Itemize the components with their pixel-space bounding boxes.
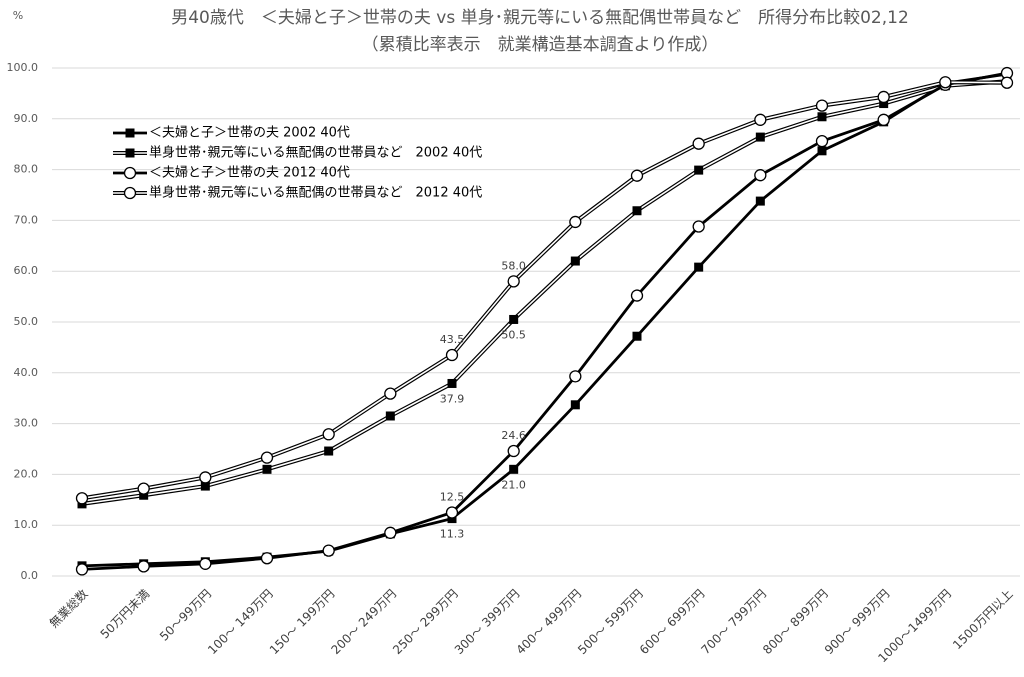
series [75,76,1014,505]
marker [877,113,890,126]
marker [139,490,149,500]
marker [322,544,335,557]
marker [817,146,827,156]
data-label: 58.0 [501,259,526,272]
marker [755,132,765,142]
marker [815,99,829,112]
marker [570,256,580,266]
marker [570,400,580,410]
marker [447,378,457,388]
legend-label: 単身世帯･親元等にいる無配偶の世帯員など 2002 40代 [149,145,482,161]
marker [569,215,582,229]
marker [692,137,705,150]
y-tick-label: 0.0 [21,569,39,582]
marker [632,206,642,216]
legend-marker [125,148,135,158]
marker [324,446,334,456]
y-tick-label: 70.0 [14,213,39,226]
data-label: 11.3 [440,528,465,541]
marker [754,113,767,126]
marker [630,169,644,182]
y-tick-label: 60.0 [14,264,39,277]
marker [509,314,519,324]
marker [322,428,335,441]
marker [199,557,212,570]
y-tick-label: 40.0 [14,366,39,379]
marker [507,444,520,458]
marker [445,348,459,362]
marker [200,481,210,491]
marker [632,331,642,341]
marker [137,482,150,495]
marker [507,275,520,288]
y-axis-label: % [13,9,23,22]
marker [755,196,765,206]
marker [262,464,272,474]
marker [385,411,395,421]
legend-label: ＜夫婦と子＞世帯の夫 2002 40代 [149,125,350,141]
marker [75,563,89,576]
line-inner [81,80,1008,505]
marker [260,451,274,464]
y-tick-label: 100.0 [7,61,39,74]
marker [694,165,704,175]
data-label: 12.5 [440,491,465,504]
chart-subtitle: （累積比率表示 就業構造基本調査より作成） [362,35,719,55]
marker [260,552,274,565]
line-inner [81,81,1008,500]
data-label: 37.9 [440,392,465,405]
marker [1000,76,1014,89]
marker [877,90,890,104]
marker [817,112,827,122]
marker [199,471,212,484]
marker [939,76,952,89]
marker [75,492,89,505]
marker [815,135,829,148]
marker [569,370,582,383]
legend-label: ＜夫婦と子＞世帯の夫 2012 40代 [149,165,350,181]
series [77,76,1012,509]
y-tick-label: 20.0 [14,467,39,480]
marker [445,506,459,519]
y-tick-label: 50.0 [14,315,39,328]
chart-title: 男40歳代 ＜夫婦と子＞世帯の夫 vs 単身･親元等にいる無配偶世帯員など 所得… [171,8,909,28]
marker [384,387,397,400]
y-tick-label: 10.0 [14,518,39,531]
data-label: 21.0 [501,478,526,491]
data-label: 24.6 [501,429,526,442]
data-label: 43.5 [440,333,465,346]
marker [137,560,150,573]
y-tick-label: 80.0 [14,163,39,176]
marker [384,526,397,539]
marker [879,99,889,109]
y-tick-label: 90.0 [14,112,39,125]
y-tick-label: 30.0 [14,417,39,430]
legend-marker [123,166,137,180]
line [81,71,1008,571]
line [81,72,1008,568]
legend-label: 単身世帯･親元等にいる無配偶の世帯員など 2012 40代 [149,185,482,201]
marker [754,169,767,182]
legend-marker [123,186,137,200]
marker [692,220,705,233]
marker [694,262,704,272]
marker [630,289,644,302]
data-label: 50.5 [501,328,526,341]
legend-marker [125,128,135,138]
marker [509,464,519,474]
